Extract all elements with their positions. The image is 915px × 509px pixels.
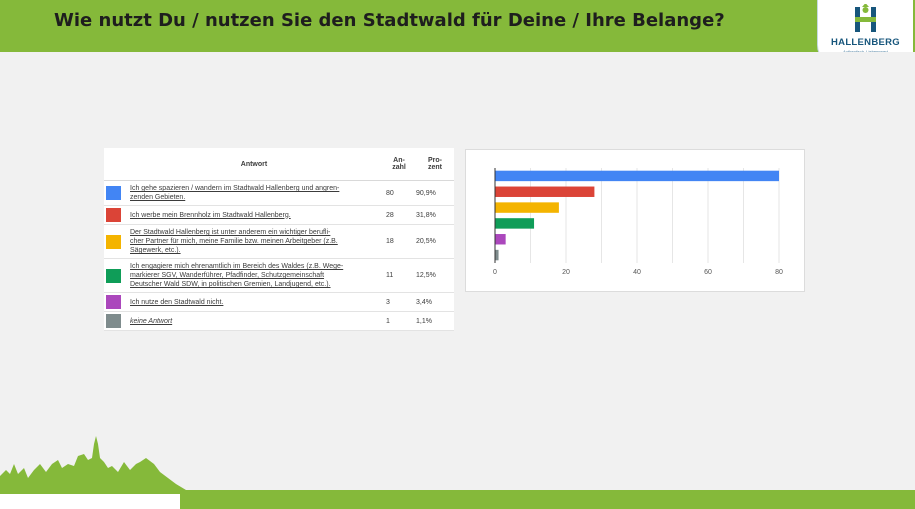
percent-cell: 90,9% — [416, 180, 454, 206]
legend-swatch-cell — [104, 224, 126, 259]
bar — [495, 234, 506, 245]
table-row: keine Antwort 1 1,1% — [104, 311, 454, 331]
legend-swatch — [106, 295, 121, 309]
percent-cell: 12,5% — [416, 258, 454, 293]
legend-swatch-cell — [104, 180, 126, 206]
count-cell: 80 — [382, 180, 416, 206]
logo-tagline: Authentisch. Liebenswert — [818, 49, 913, 54]
answer-cell: keine Antwort — [126, 311, 382, 331]
count-cell: 18 — [382, 224, 416, 259]
swatch-column-header — [104, 148, 126, 181]
percent-column-header: Pro- zent — [416, 148, 454, 181]
answer-cell: Ich nutze den Stadtwald nicht. — [126, 292, 382, 312]
x-tick-label: 0 — [493, 269, 497, 276]
legend-swatch — [106, 314, 121, 328]
bar — [495, 249, 499, 261]
answer-cell: Ich engagiere mich ehrenamtlich im Berei… — [126, 258, 382, 293]
table-body: Ich gehe spazieren / wandern im Stadtwal… — [104, 180, 454, 331]
answer-cell: Ich gehe spazieren / wandern im Stadtwal… — [126, 180, 382, 206]
table-row: Der Stadtwald Hallenberg ist unter ander… — [104, 224, 454, 259]
count-column-header: An- zahl — [382, 148, 416, 181]
logo-name: HALLENBERG — [831, 37, 900, 48]
page-title: Wie nutzt Du / nutzen Sie den Stadtwald … — [54, 10, 725, 31]
legend-swatch-cell — [104, 311, 126, 331]
x-tick-label: 20 — [562, 269, 570, 276]
bar-chart-svg: 0 20 40 60 80 — [493, 168, 783, 276]
legend-swatch — [106, 234, 121, 249]
percent-cell: 20,5% — [416, 224, 454, 259]
legend-swatch-cell — [104, 258, 126, 293]
answer-column-header: Antwort — [126, 148, 382, 181]
bar — [495, 186, 595, 197]
table-row: Ich gehe spazieren / wandern im Stadtwal… — [104, 180, 454, 206]
bar — [495, 218, 535, 229]
percent-cell: 3,4% — [416, 292, 454, 312]
legend-swatch — [106, 186, 121, 200]
legend-swatch — [106, 268, 121, 283]
header-band: Wie nutzt Du / nutzen Sie den Stadtwald … — [0, 0, 915, 52]
legend-swatch — [106, 208, 121, 222]
answer-cell: Der Stadtwald Hallenberg ist unter ander… — [126, 224, 382, 259]
percent-cell: 1,1% — [416, 311, 454, 331]
table-header-row: Antwort An- zahl Pro- zent — [104, 148, 454, 181]
table-row: Ich werbe mein Brennholz im Stadtwald Ha… — [104, 205, 454, 225]
legend-swatch-cell — [104, 205, 126, 225]
table-row: Ich engagiere mich ehrenamtlich im Berei… — [104, 258, 454, 293]
town-skyline-silhouette — [0, 436, 200, 494]
results-table: Antwort An- zahl Pro- zent Ich gehe spaz… — [104, 148, 454, 331]
x-tick-label: 60 — [704, 269, 712, 276]
count-cell: 3 — [382, 292, 416, 312]
percent-cell: 31,8% — [416, 205, 454, 225]
answer-cell: Ich werbe mein Brennholz im Stadtwald Ha… — [126, 205, 382, 225]
bar-chart: 0 20 40 60 80 — [465, 149, 805, 292]
count-cell: 1 — [382, 311, 416, 331]
bar — [495, 170, 779, 182]
bar — [495, 202, 559, 213]
x-tick-label: 80 — [775, 269, 783, 276]
x-tick-label: 40 — [633, 269, 641, 276]
hallenberg-logo-icon — [855, 4, 876, 32]
legend-swatch-cell — [104, 292, 126, 312]
count-cell: 28 — [382, 205, 416, 225]
table-row: Ich nutze den Stadtwald nicht. 3 3,4% — [104, 292, 454, 312]
count-cell: 11 — [382, 258, 416, 293]
footer-band — [180, 490, 915, 509]
